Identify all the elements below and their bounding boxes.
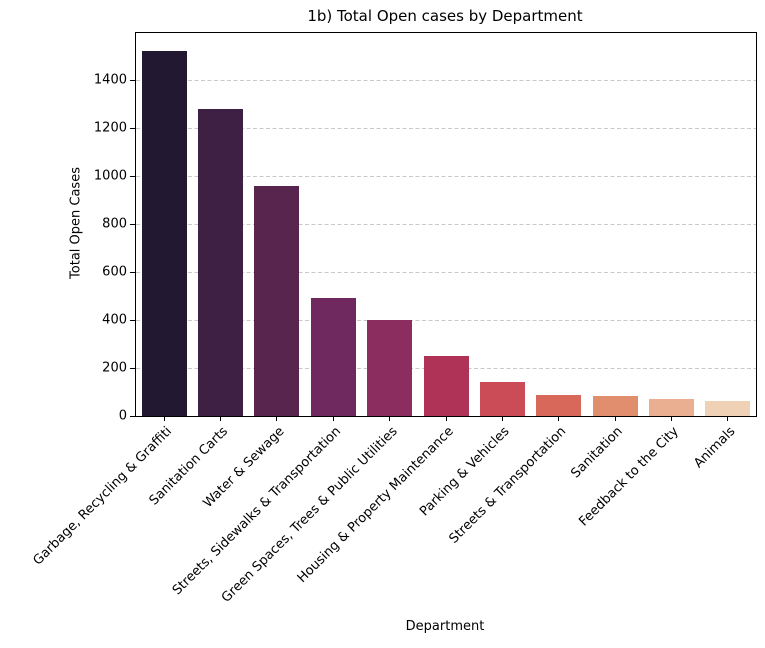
bar — [705, 401, 751, 416]
x-tick-label-text: Streets & Transportation — [446, 424, 570, 547]
y-tick-mark — [130, 271, 135, 273]
x-tick-label-text: Feedback to the City — [576, 424, 683, 530]
gridline — [136, 271, 756, 273]
bar — [423, 356, 469, 416]
x-tick-mark — [670, 417, 672, 421]
y-tick-label: 800 — [102, 216, 127, 232]
gridline — [136, 319, 756, 321]
y-tick-label: 1200 — [93, 120, 127, 136]
x-tick-mark — [163, 417, 165, 421]
x-tick-mark — [445, 417, 447, 421]
bar — [310, 298, 356, 416]
bar — [536, 394, 582, 416]
y-tick-label: 0 — [118, 408, 127, 424]
y-axis-label: Total Open Cases — [68, 167, 84, 279]
bar — [367, 320, 413, 416]
y-tick-mark — [130, 175, 135, 177]
x-tick-mark — [276, 417, 278, 421]
y-tick-mark — [130, 415, 135, 417]
bar — [648, 399, 694, 416]
x-tick-mark — [558, 417, 560, 421]
bar — [198, 108, 244, 416]
x-axis-label: Department — [405, 619, 485, 634]
y-tick-label: 600 — [102, 264, 127, 280]
y-tick-mark — [130, 367, 135, 369]
y-tick-label: 400 — [102, 312, 127, 328]
y-tick-label: 200 — [102, 360, 127, 376]
bar — [479, 381, 525, 416]
x-tick-mark — [220, 417, 222, 421]
y-tick-mark — [130, 127, 135, 129]
x-tick-mark — [332, 417, 334, 421]
bar — [592, 395, 638, 416]
gridline — [136, 127, 756, 129]
y-tick-mark — [130, 79, 135, 81]
gridline — [136, 175, 756, 177]
gridline — [136, 79, 756, 81]
x-tick-mark — [501, 417, 503, 421]
x-tick-mark — [614, 417, 616, 421]
bar — [254, 185, 300, 416]
y-tick-mark — [130, 319, 135, 321]
chart-title: 1b) Total Open cases by Department — [307, 7, 583, 25]
y-tick-mark — [130, 223, 135, 225]
x-tick-mark — [389, 417, 391, 421]
x-tick-label-text: Sanitation — [568, 424, 626, 482]
y-tick-label: 1000 — [93, 168, 127, 184]
plot-area: 0 200 400 600 800 1000 1200 1400 Garbage, Recycl… — [30, 32, 757, 606]
bar — [141, 51, 187, 416]
x-tick-label-text: Animals — [691, 424, 739, 472]
gridline — [136, 223, 756, 225]
x-tick-mark — [727, 417, 729, 421]
y-tick-label: 1400 — [93, 72, 127, 88]
